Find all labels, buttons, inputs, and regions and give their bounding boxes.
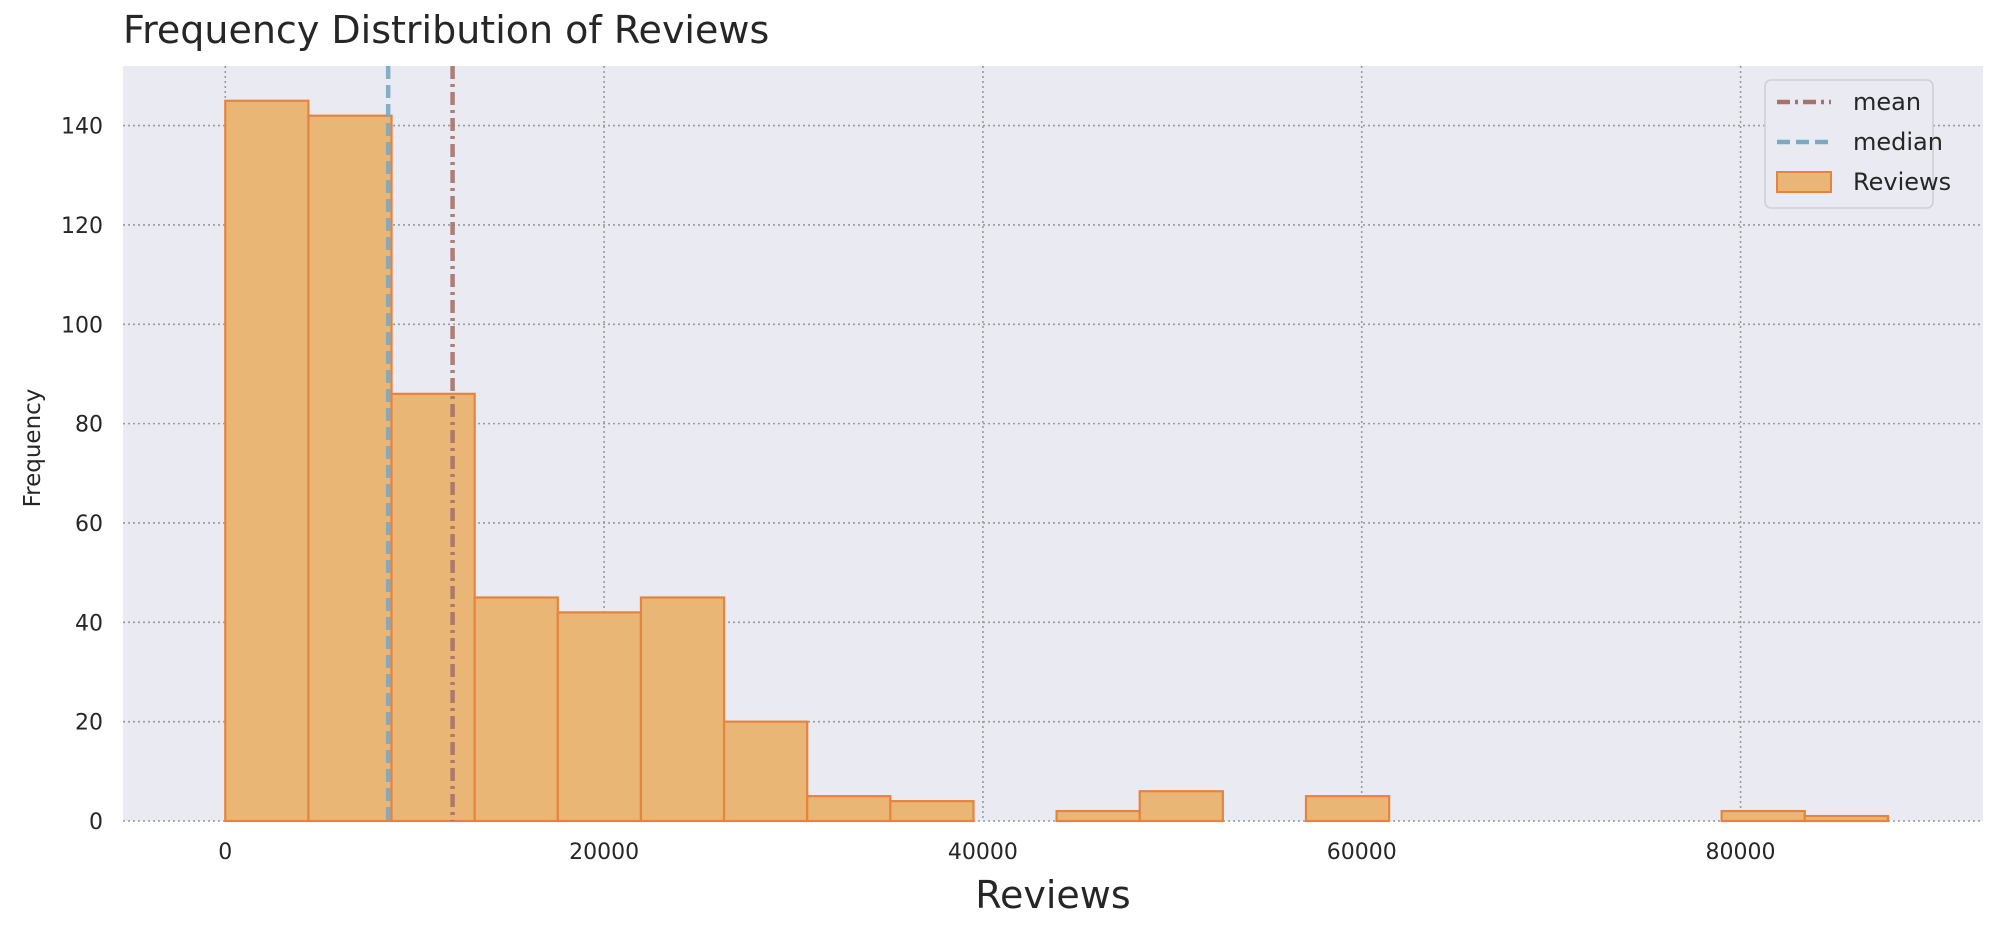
histogram-bar bbox=[556, 611, 643, 823]
x-axis-ticks: 0 20000 40000 60000 80000 bbox=[218, 840, 1775, 865]
histogram-bar bbox=[307, 114, 393, 823]
y-tick-label: 100 bbox=[61, 313, 103, 338]
histogram-bar bbox=[473, 596, 559, 823]
y-tick-label: 120 bbox=[61, 214, 103, 239]
reference-lines bbox=[385, 66, 455, 821]
histogram-bar bbox=[806, 795, 892, 823]
median-legend-label: median bbox=[1853, 128, 1943, 156]
x-tick-label: 40000 bbox=[948, 840, 1018, 865]
x-tick-label: 60000 bbox=[1327, 840, 1397, 865]
chart-title: Frequency Distribution of Reviews bbox=[123, 8, 770, 52]
y-axis-label: Frequency bbox=[20, 389, 46, 508]
y-tick-label: 40 bbox=[75, 611, 103, 636]
y-tick-label: 20 bbox=[75, 711, 103, 736]
histogram-bar bbox=[639, 596, 726, 823]
histogram-bar bbox=[889, 800, 975, 823]
histogram-bar bbox=[1720, 809, 1806, 823]
y-tick-label: 0 bbox=[89, 810, 103, 835]
y-tick-label: 80 bbox=[75, 413, 103, 438]
x-axis-label: Reviews bbox=[975, 873, 1130, 917]
histogram-bar bbox=[1055, 809, 1141, 823]
mean-legend-label: mean bbox=[1853, 88, 1921, 116]
x-tick-label: 80000 bbox=[1706, 840, 1776, 865]
histogram-bar bbox=[1138, 790, 1224, 823]
histogram-bar bbox=[224, 99, 310, 823]
Reviews-legend-label: Reviews bbox=[1853, 168, 1951, 196]
histogram-bars bbox=[224, 99, 1890, 823]
reviews-legend-swatch bbox=[1776, 171, 1832, 193]
y-axis-ticks: 0 20 40 60 80 100 120 140 bbox=[61, 115, 103, 835]
y-tick-label: 60 bbox=[75, 512, 103, 537]
legend: mean median Reviews bbox=[1764, 79, 1951, 209]
histogram-bar bbox=[1803, 814, 1890, 823]
histogram-bar bbox=[722, 720, 809, 823]
x-tick-label: 0 bbox=[218, 840, 232, 865]
histogram-bar bbox=[390, 392, 476, 823]
x-tick-label: 20000 bbox=[569, 840, 639, 865]
y-tick-label: 140 bbox=[61, 115, 103, 140]
histogram-bar bbox=[1304, 795, 1391, 823]
